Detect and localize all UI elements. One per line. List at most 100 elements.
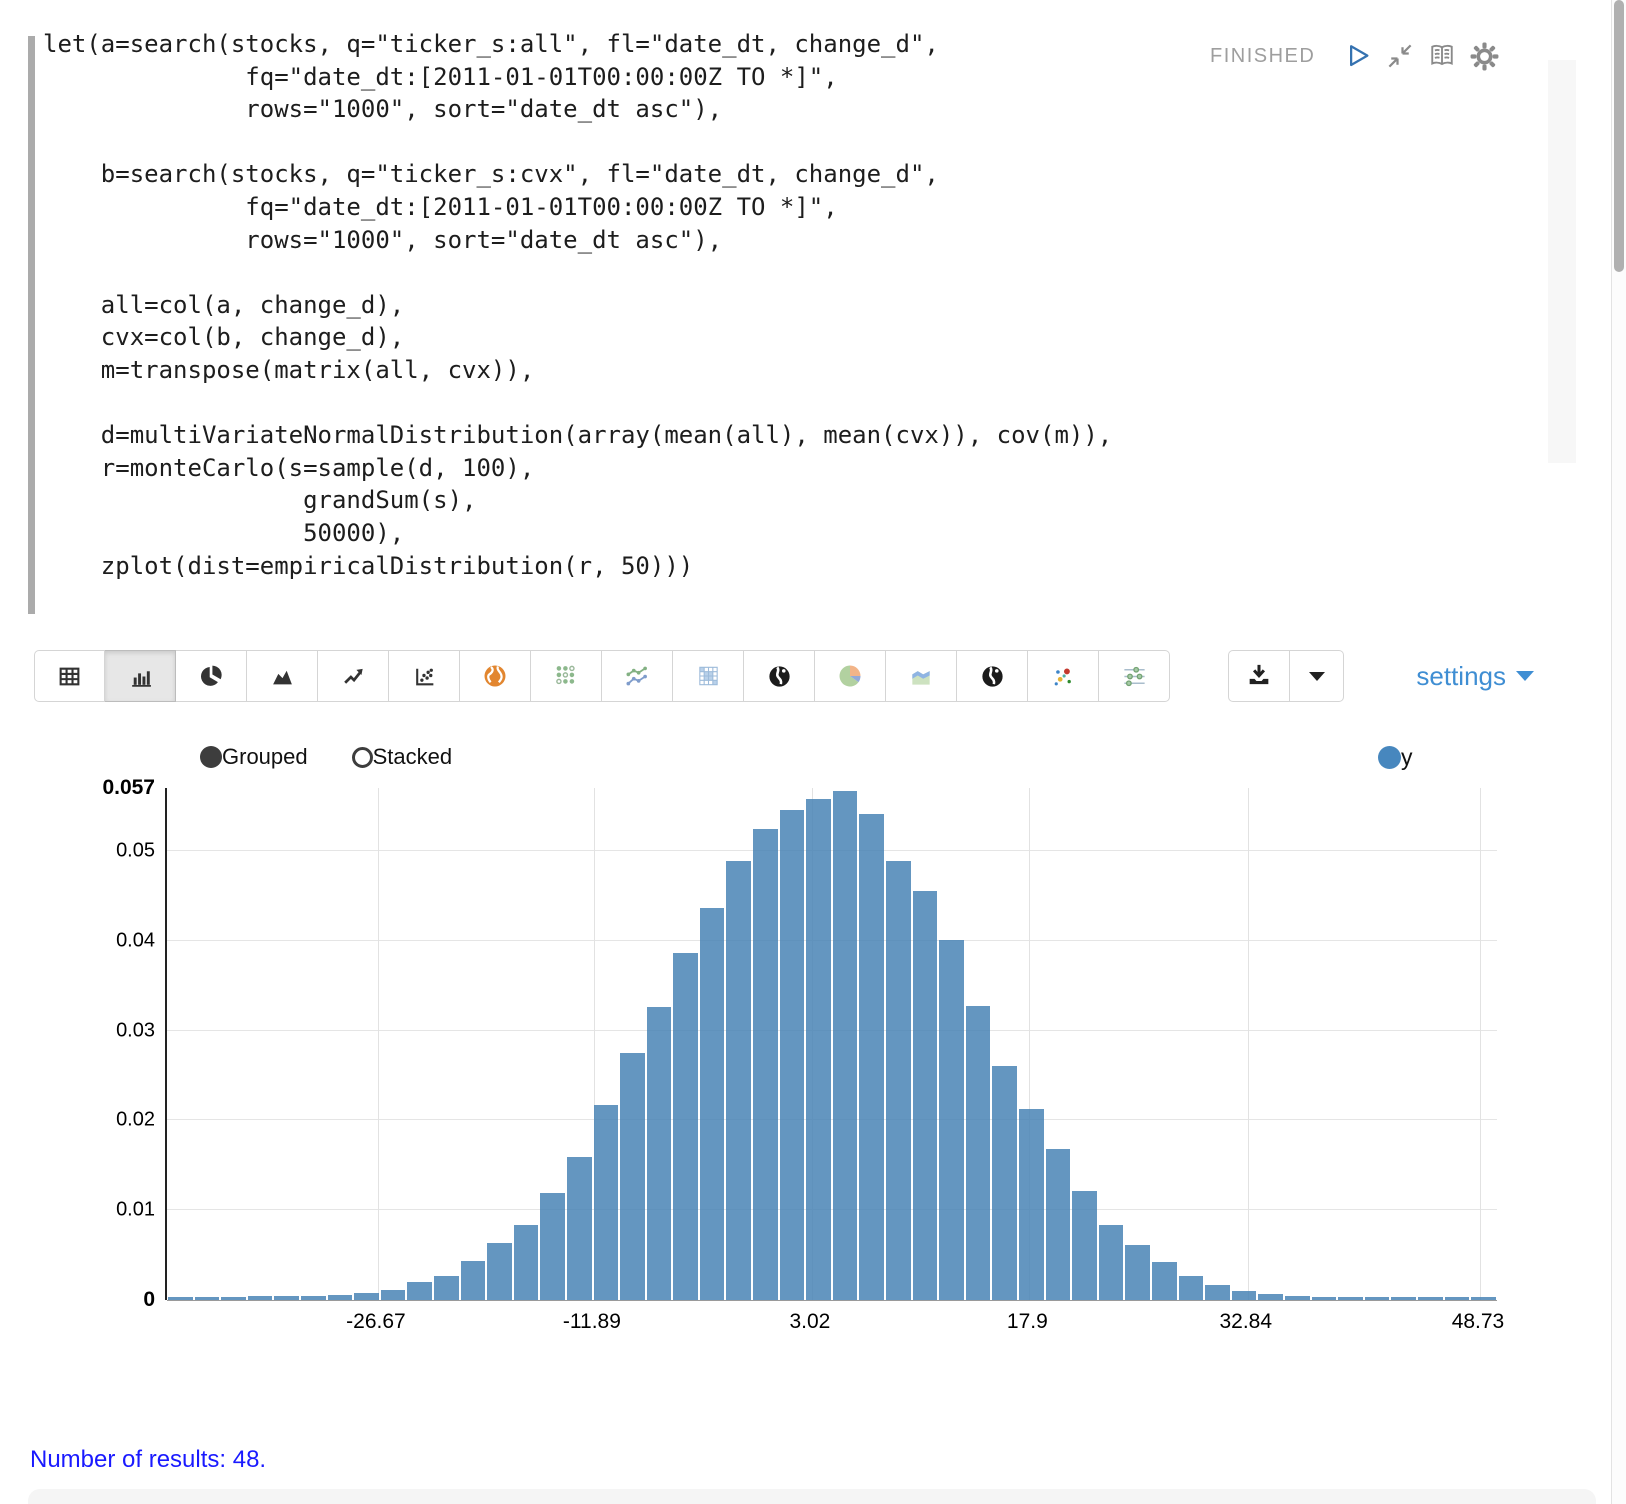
bar[interactable] [1417,1297,1443,1300]
bar[interactable] [540,1193,565,1300]
bar[interactable] [407,1282,432,1300]
stacked-radio[interactable]: Stacked [351,744,452,770]
settings-link[interactable]: settings [1374,650,1534,702]
bar[interactable] [699,908,725,1300]
toolbar-button-parallel-coords[interactable] [1099,650,1170,702]
bar[interactable] [832,790,858,1300]
bar[interactable] [354,1292,379,1300]
bar[interactable] [886,860,911,1300]
toolbar-button-area-colored[interactable] [886,650,957,702]
toolbar-button-pie-chart[interactable] [176,650,247,702]
v-gridline [1247,788,1249,1300]
bar[interactable] [221,1297,246,1300]
bar[interactable] [1471,1297,1496,1300]
bar[interactable] [300,1295,326,1300]
chart-type-buttons [34,650,1170,702]
toolbar-button-globe-dark[interactable] [744,650,815,702]
bar[interactable] [1045,1149,1071,1300]
download-options-button[interactable] [1290,650,1344,702]
bar[interactable] [1178,1275,1204,1300]
bar[interactable] [1151,1262,1177,1300]
toolbar-button-scatter-colored[interactable] [1028,650,1099,702]
bar[interactable] [593,1105,619,1300]
bar[interactable] [753,829,778,1300]
bar[interactable] [247,1296,273,1300]
toolbar-button-globe-orange[interactable] [460,650,531,702]
bar[interactable] [806,798,831,1300]
visualization-toolbar: settings [34,650,1594,704]
toolbar-button-dot-grid[interactable] [531,650,602,702]
bar[interactable] [939,939,964,1300]
bar[interactable] [1391,1297,1416,1300]
page-scrollbar-thumb[interactable] [1614,0,1624,272]
grouped-radio[interactable]: Grouped [200,744,308,770]
bar[interactable] [194,1297,220,1300]
bar[interactable] [1125,1245,1150,1300]
show-editor-button[interactable] [1425,39,1459,73]
code-editor[interactable]: let(a=search(stocks, q="ticker_s:all", f… [43,30,1113,580]
bar[interactable] [380,1290,406,1300]
bar[interactable] [1098,1225,1124,1300]
toolbar-button-multi-line[interactable] [602,650,673,702]
bar[interactable] [327,1294,353,1300]
settings-gear-button[interactable] [1467,39,1501,73]
radio-selected-icon [200,746,222,768]
bar[interactable] [859,814,885,1300]
y-tick-label: 0.057 [102,776,155,799]
series-legend[interactable]: y [1378,744,1413,771]
toolbar-button-heatmap-grid[interactable] [673,650,744,702]
bar[interactable] [726,860,752,1300]
toolbar-button-table[interactable] [34,650,105,702]
toolbar-button-pie-colored[interactable] [815,650,886,702]
bar[interactable] [566,1157,592,1300]
bar[interactable] [673,953,698,1300]
page-scrollbar[interactable] [1611,0,1626,1504]
histogram-plot [165,788,1497,1301]
bar[interactable] [965,1006,991,1300]
toolbar-button-line-chart[interactable] [318,650,389,702]
bar[interactable] [1364,1297,1390,1300]
bar[interactable] [274,1296,299,1300]
bar[interactable] [487,1243,512,1300]
x-tick-label: 48.73 [1451,1310,1505,1333]
toolbar-button-globe-dark-2[interactable] [957,650,1028,702]
collapse-button[interactable] [1383,39,1417,73]
bar[interactable] [460,1261,486,1300]
bar[interactable] [1258,1293,1283,1300]
h-gridline [167,1119,1497,1121]
h-gridline [167,849,1497,851]
bar[interactable] [433,1275,459,1300]
bar[interactable] [1072,1191,1097,1300]
bar[interactable] [912,891,938,1300]
bar[interactable] [992,1066,1017,1300]
bar[interactable] [1338,1297,1363,1300]
bar[interactable] [513,1224,539,1300]
bar[interactable] [646,1007,672,1300]
download-button[interactable] [1228,650,1290,702]
bar[interactable] [1284,1296,1310,1300]
compress-icon [1388,44,1412,68]
h-gridline [167,939,1497,941]
status-badge: FINISHED [1210,44,1316,67]
bar[interactable] [1311,1297,1337,1300]
editor-scrollbar[interactable] [1548,60,1576,463]
run-button[interactable] [1341,39,1375,73]
bar[interactable] [1231,1291,1257,1300]
next-paragraph-edge [28,1489,1596,1504]
toolbar-button-scatter-plot[interactable] [389,650,460,702]
settings-caret-icon [1516,671,1534,681]
gear-icon [1470,42,1499,70]
bar[interactable] [1444,1297,1470,1300]
bar[interactable] [168,1297,193,1300]
bar[interactable] [620,1052,645,1300]
y-tick-label: 0.05 [116,839,155,862]
bar[interactable] [1205,1284,1230,1300]
download-icon [1249,664,1269,685]
toolbar-button-area-chart[interactable] [247,650,318,702]
grouped-label: Grouped [222,744,308,769]
toolbar-button-bar-chart[interactable] [105,650,176,702]
v-gridline [1479,788,1481,1300]
paragraph-controls: FINISHED [1210,36,1522,76]
bar[interactable] [779,809,805,1300]
bar[interactable] [1019,1108,1044,1300]
